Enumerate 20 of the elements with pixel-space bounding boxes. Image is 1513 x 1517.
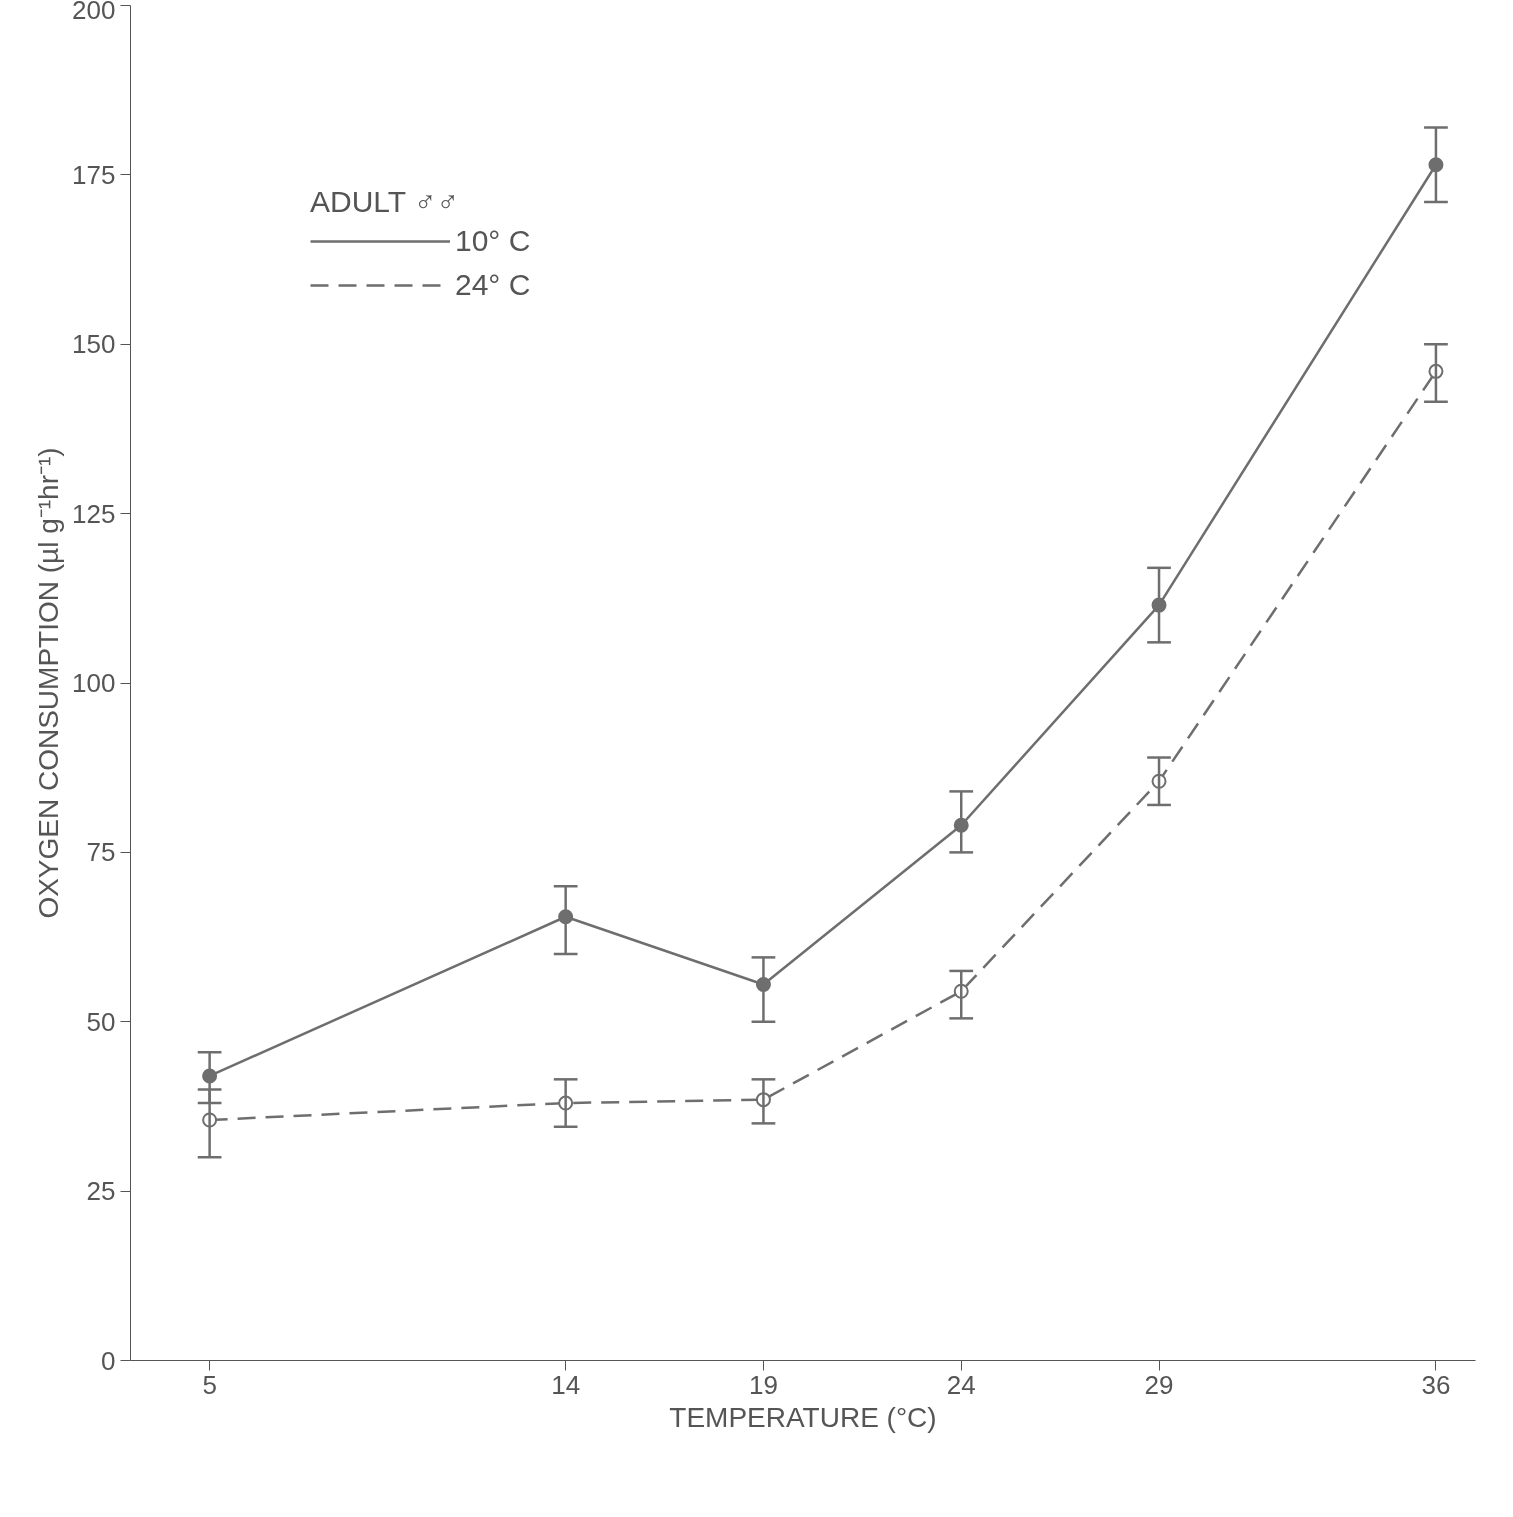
y-tick-label: 150 — [72, 329, 116, 360]
x-tick-label: 36 — [1421, 1369, 1451, 1400]
y-tick-label: 200 — [72, 0, 116, 25]
y-tick-label: 175 — [72, 159, 116, 190]
y-tick-label: 50 — [86, 1006, 116, 1037]
y-tick-label: 125 — [72, 498, 116, 529]
legend-label: 10° C — [455, 224, 531, 258]
legend-title: ADULT ♂♂ — [310, 185, 460, 219]
y-tick-label: 0 — [101, 1345, 116, 1376]
x-tick-label: 24 — [946, 1369, 976, 1400]
x-tick-label: 19 — [748, 1369, 778, 1400]
y-tick-label: 100 — [72, 668, 116, 698]
y-tick-label: 75 — [86, 837, 116, 868]
y-axis-title: OXYGEN CONSUMPTION (µl g⁻¹hr⁻¹) — [33, 447, 65, 919]
x-tick-label: 14 — [551, 1369, 581, 1400]
legend-label: 24° C — [455, 268, 531, 302]
y-tick-label: 25 — [86, 1176, 116, 1207]
x-axis-title: TEMPERATURE (°C) — [669, 1401, 937, 1433]
x-tick-label: 29 — [1144, 1369, 1174, 1400]
x-tick-label: 5 — [202, 1369, 217, 1400]
